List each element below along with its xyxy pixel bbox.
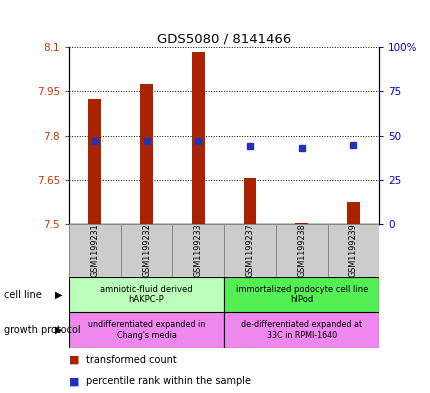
Bar xyxy=(243,178,256,224)
Text: amniotic-fluid derived
hAKPC-P: amniotic-fluid derived hAKPC-P xyxy=(100,285,192,305)
Text: ▶: ▶ xyxy=(55,325,62,335)
Text: transformed count: transformed count xyxy=(86,354,177,365)
Bar xyxy=(346,202,359,224)
Text: GSM1199233: GSM1199233 xyxy=(194,224,202,277)
Text: GSM1199238: GSM1199238 xyxy=(297,224,305,277)
FancyBboxPatch shape xyxy=(69,312,224,348)
FancyBboxPatch shape xyxy=(120,224,172,277)
FancyBboxPatch shape xyxy=(275,224,327,277)
Bar xyxy=(191,51,204,224)
Text: GSM1199239: GSM1199239 xyxy=(348,224,357,277)
Title: GDS5080 / 8141466: GDS5080 / 8141466 xyxy=(157,33,291,46)
Text: ■: ■ xyxy=(69,376,79,386)
FancyBboxPatch shape xyxy=(224,277,378,312)
Text: immortalized podocyte cell line
hIPod: immortalized podocyte cell line hIPod xyxy=(235,285,367,305)
FancyBboxPatch shape xyxy=(224,224,275,277)
Text: cell line: cell line xyxy=(4,290,42,300)
FancyBboxPatch shape xyxy=(224,312,378,348)
Text: GSM1199232: GSM1199232 xyxy=(142,224,150,277)
Text: GSM1199231: GSM1199231 xyxy=(90,224,99,277)
Text: GSM1199237: GSM1199237 xyxy=(245,224,254,277)
Text: undifferentiated expanded in
Chang's media: undifferentiated expanded in Chang's med… xyxy=(88,320,205,340)
FancyBboxPatch shape xyxy=(172,224,224,277)
Text: percentile rank within the sample: percentile rank within the sample xyxy=(86,376,251,386)
Text: ▶: ▶ xyxy=(55,290,62,300)
Bar xyxy=(295,222,307,224)
Text: de-differentiated expanded at
33C in RPMI-1640: de-differentiated expanded at 33C in RPM… xyxy=(240,320,362,340)
Bar xyxy=(140,84,153,224)
Bar xyxy=(88,99,101,224)
FancyBboxPatch shape xyxy=(327,224,378,277)
FancyBboxPatch shape xyxy=(69,277,224,312)
Text: ■: ■ xyxy=(69,354,79,365)
FancyBboxPatch shape xyxy=(69,224,120,277)
Text: growth protocol: growth protocol xyxy=(4,325,81,335)
